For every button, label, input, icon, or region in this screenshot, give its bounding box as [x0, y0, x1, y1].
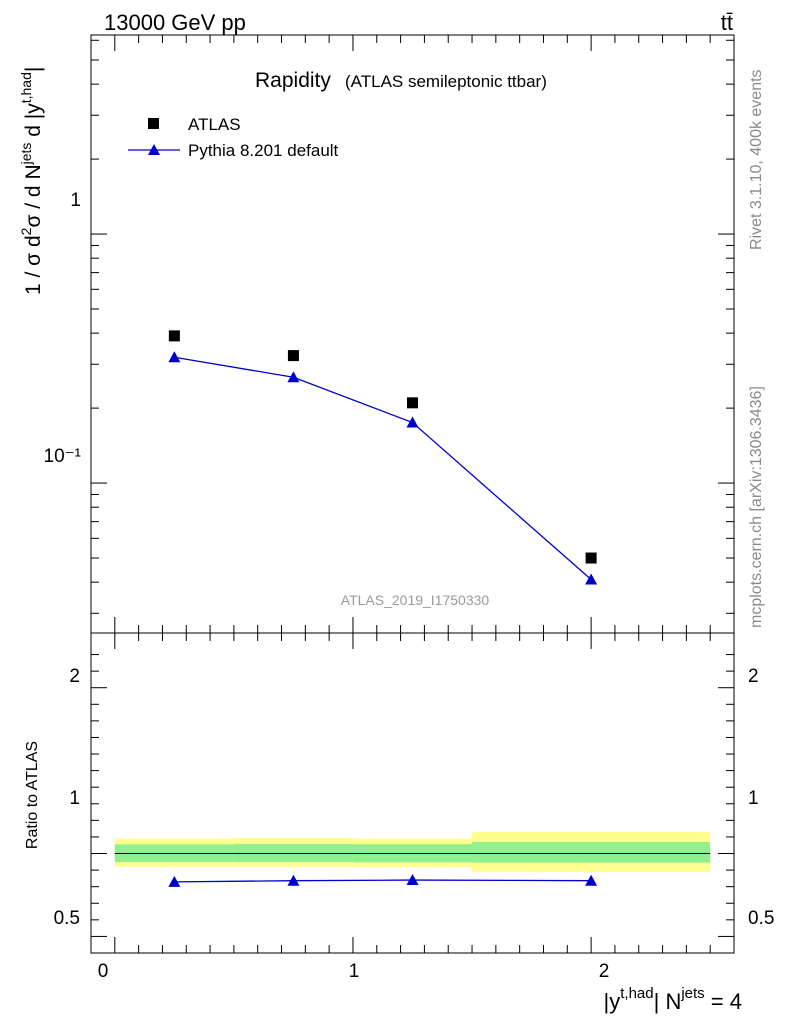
pythia-point — [168, 351, 181, 363]
atlas-point — [168, 330, 180, 342]
process-label: tt̄ — [721, 10, 733, 35]
ratio-y-tick-2: 2 — [69, 666, 80, 687]
ratio-inner-band — [233, 843, 353, 862]
atlas-point — [407, 397, 418, 409]
ratio-y-tick-0p5: 0.5 — [54, 908, 80, 929]
legend-atlas-marker — [148, 118, 159, 129]
ratio-pythia-point — [585, 874, 598, 886]
ratio-pythia-point — [287, 874, 300, 886]
x-tick-1: 1 — [349, 961, 360, 982]
y-tick-label-1: 1 — [70, 190, 81, 211]
main-ticks — [90, 35, 735, 633]
ratio-y-tick-1-right: 1 — [748, 788, 759, 809]
energy-label: 13000 GeV pp — [104, 10, 246, 35]
ratio-marks — [168, 874, 598, 887]
main-panel: Rapidity (ATLAS semileptonic ttbar) ATLA… — [18, 34, 735, 634]
legend-pythia-marker — [148, 144, 160, 155]
ratio-inner-band — [472, 841, 711, 863]
atlas-point — [287, 350, 299, 362]
ratio-panel: 2 1 0.5 2 1 0.5 0 1 2 Ratio to ATLAS |yt… — [24, 632, 774, 1014]
main-y-axis-label: 1 / σ d2σ / d Njets d |yt,had| — [18, 67, 45, 295]
x-tick-0: 0 — [98, 961, 109, 982]
ratio-pythia-point — [406, 874, 419, 886]
ratio-pythia-point — [168, 875, 181, 887]
legend-atlas-label: ATLAS — [188, 115, 241, 134]
ratio-pythia-line — [174, 879, 592, 883]
legend: ATLAS Pythia 8.201 default — [128, 115, 339, 160]
ratio-y-tick-0p5-right: 0.5 — [748, 908, 774, 929]
ratio-frame — [90, 632, 735, 954]
main-title: Rapidity — [255, 69, 331, 92]
analysis-id-label: ATLAS_2019_I1750330 — [341, 592, 490, 608]
source-label: mcplots.cern.ch [arXiv:1306.3436] — [748, 386, 765, 628]
main-marks — [168, 330, 598, 585]
pythia-point — [406, 416, 419, 428]
atlas-point — [585, 552, 597, 564]
pythia-point — [287, 371, 300, 383]
pythia-point — [585, 573, 598, 585]
x-tick-2: 2 — [599, 961, 610, 982]
legend-pythia-label: Pythia 8.201 default — [188, 141, 339, 160]
x-axis-label: |yt,had| Njets = 4 — [604, 985, 742, 1014]
ratio-ticks — [90, 633, 735, 953]
pythia-line — [174, 356, 592, 580]
rivet-version-label: Rivet 3.1.10, 400k events — [748, 69, 765, 250]
y-tick-label-0p1: 10⁻¹ — [44, 446, 82, 467]
ratio-y-tick-1: 1 — [69, 788, 80, 809]
ratio-y-tick-2-right: 2 — [748, 666, 759, 687]
ratio-bands — [114, 831, 711, 872]
main-subtitle: (ATLAS semileptonic ttbar) — [345, 72, 547, 91]
ratio-y-axis-label: Ratio to ATLAS — [24, 741, 41, 849]
